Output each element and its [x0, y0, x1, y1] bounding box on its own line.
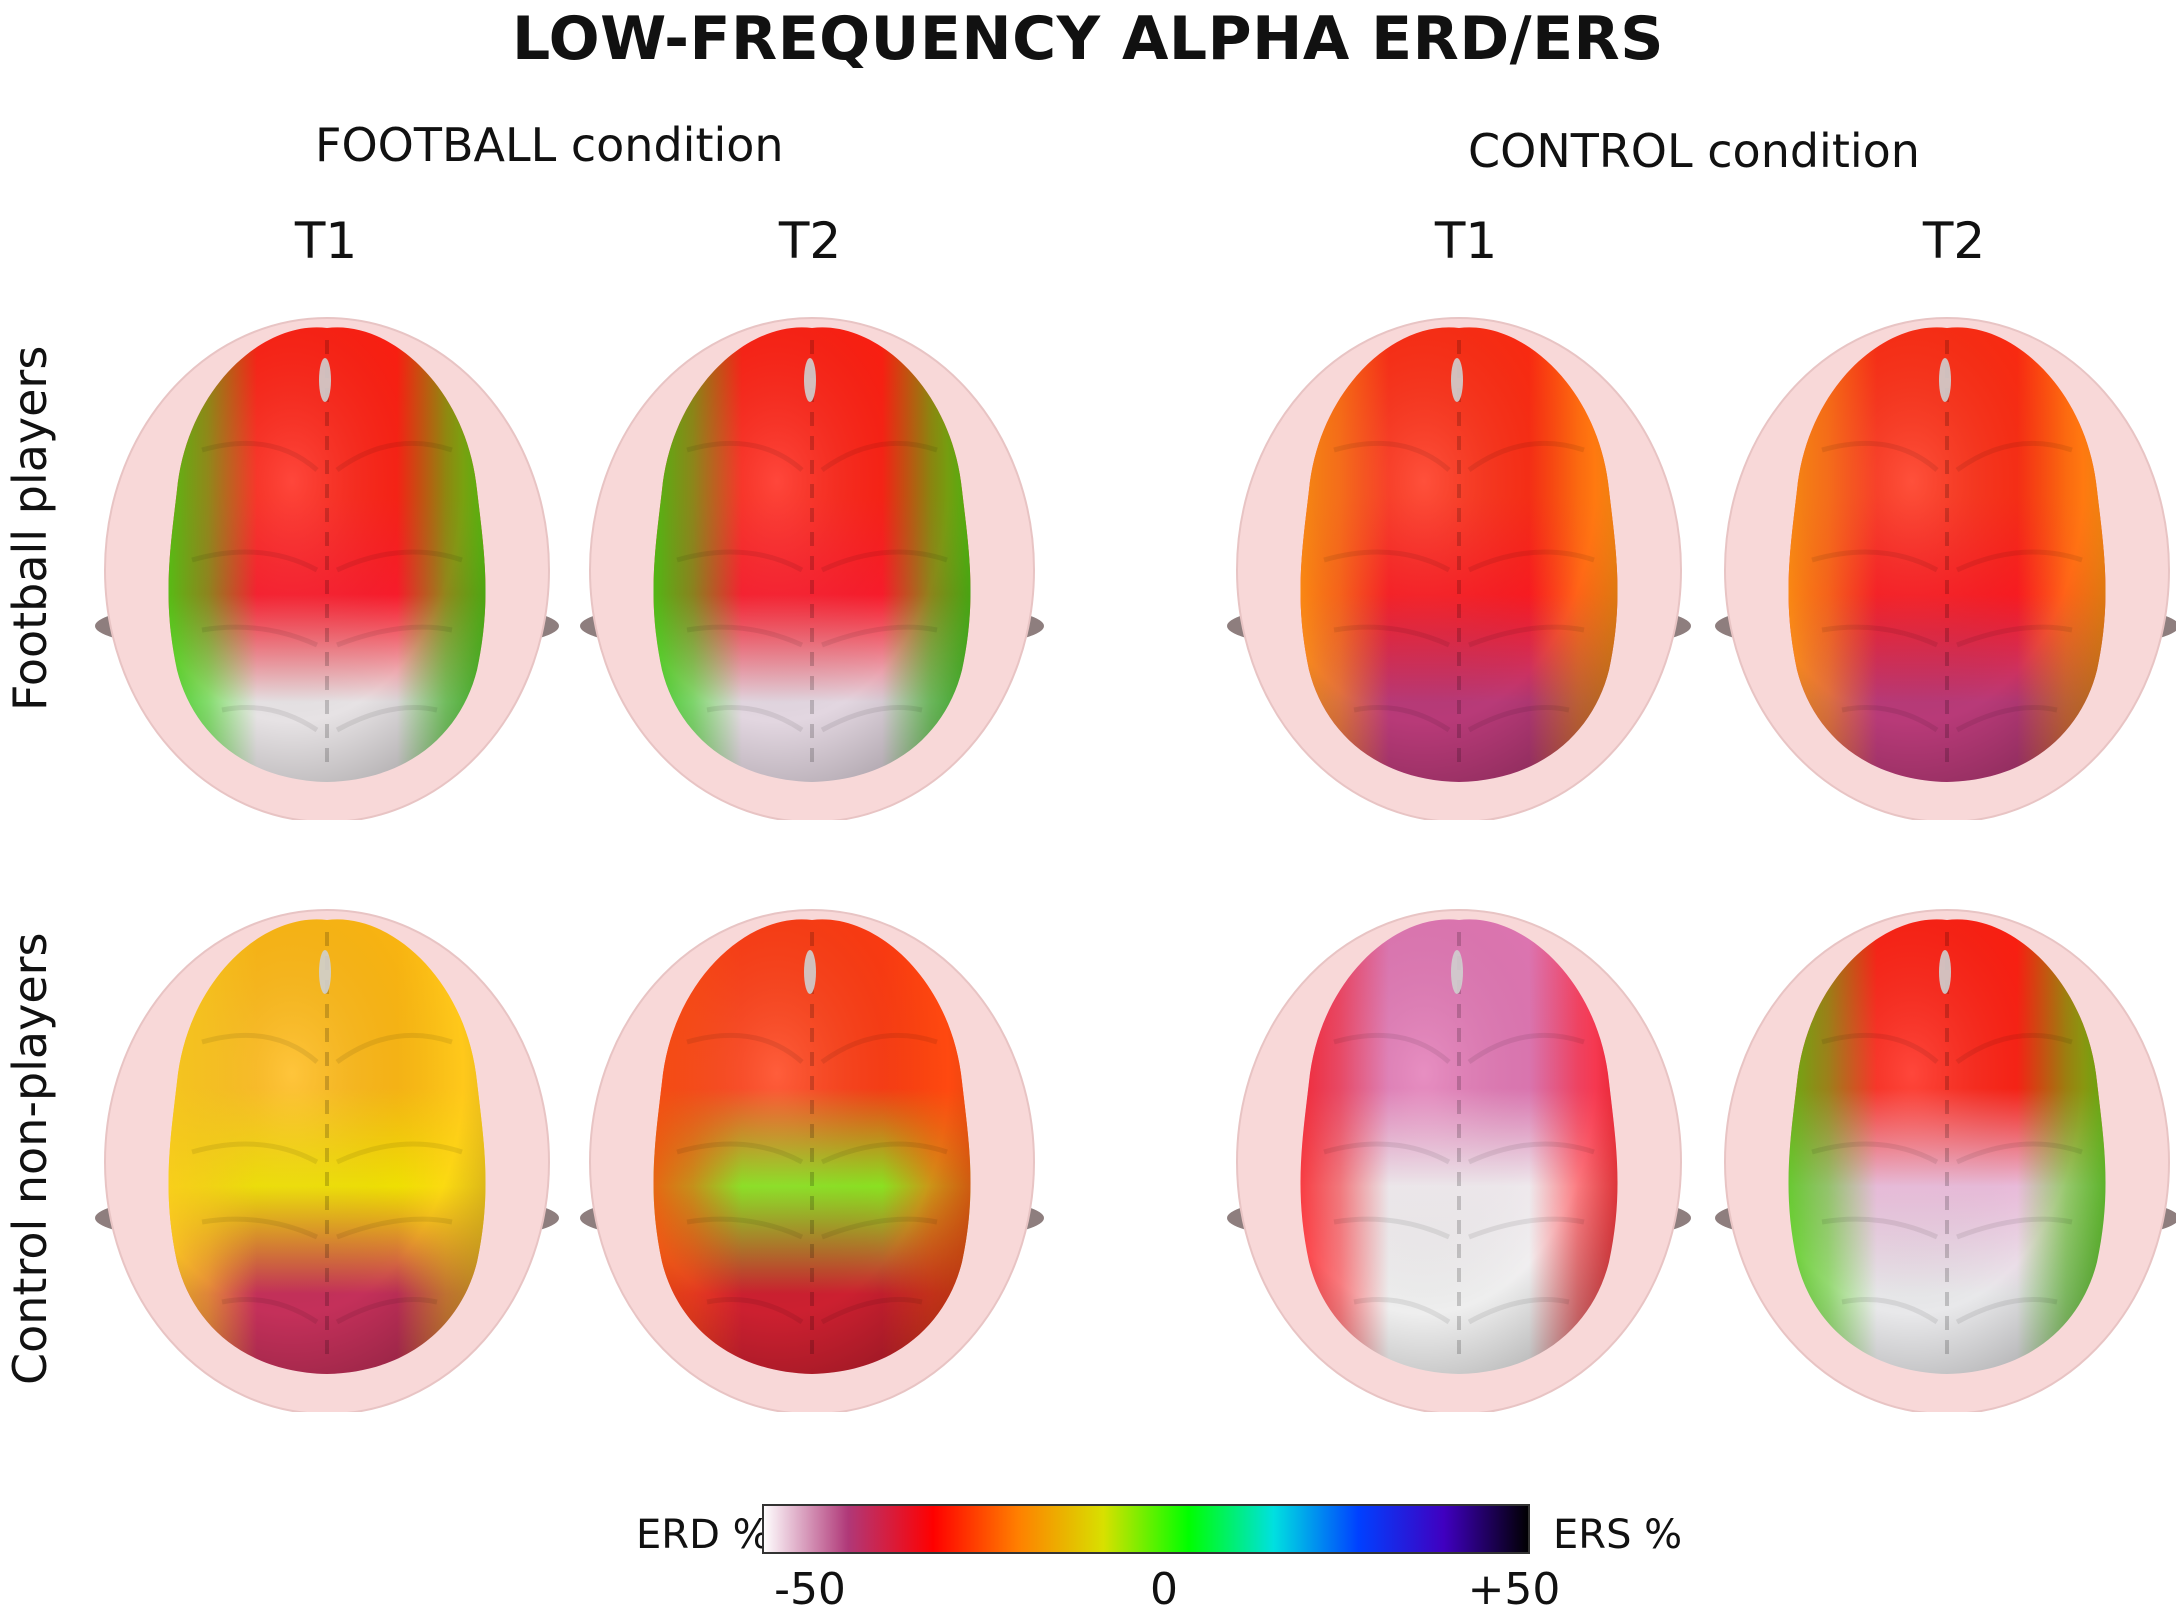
cortex-surface	[168, 327, 486, 782]
colorbar-bar	[762, 1504, 1530, 1554]
figure-title: LOW-FREQUENCY ALPHA ERD/ERS	[512, 4, 1664, 74]
brain-svg	[1227, 909, 1691, 1412]
time-label-football-t2: T2	[778, 212, 842, 270]
row-label-football-players: Football players	[3, 345, 57, 711]
cortex-surface	[653, 919, 971, 1374]
brain-svg	[580, 317, 1044, 820]
time-label-control-t1: T1	[1434, 212, 1498, 270]
colorbar-tick-max: +50	[1467, 1564, 1561, 1615]
cortex-surface	[653, 327, 971, 782]
brain-map-football-players-football-t1	[92, 300, 562, 820]
brain-map-football-players-control-t2	[1712, 300, 2176, 820]
brain-map-control-non-players-control-t2	[1712, 892, 2176, 1412]
colorbar	[762, 1504, 1530, 1554]
brain-svg	[95, 909, 559, 1412]
brain-map-control-non-players-football-t2	[577, 892, 1047, 1412]
brain-svg	[1715, 317, 2176, 820]
cortex-surface	[1788, 327, 2106, 782]
condition-label-control: CONTROL condition	[1468, 124, 1920, 178]
cortex-surface	[1300, 327, 1618, 782]
colorbar-right-label: ERS %	[1553, 1512, 1683, 1558]
brain-svg	[1715, 909, 2176, 1412]
brain-svg	[1227, 317, 1691, 820]
colorbar-left-label: ERD %	[636, 1512, 771, 1558]
brain-map-control-non-players-control-t1	[1224, 892, 1694, 1412]
cortex-surface	[1788, 919, 2106, 1374]
time-label-control-t2: T2	[1922, 212, 1986, 270]
time-label-football-t1: T1	[294, 212, 358, 270]
brain-map-football-players-control-t1	[1224, 300, 1694, 820]
colorbar-tick-zero: 0	[1150, 1564, 1178, 1615]
row-label-control-non-players: Control non-players	[3, 932, 57, 1385]
colorbar-tick-min: -50	[774, 1564, 846, 1615]
brain-svg	[95, 317, 559, 820]
cortex-surface	[168, 919, 486, 1374]
condition-label-football: FOOTBALL condition	[315, 118, 784, 172]
cortex-surface	[1300, 919, 1618, 1374]
brain-map-football-players-football-t2	[577, 300, 1047, 820]
brain-map-control-non-players-football-t1	[92, 892, 562, 1412]
brain-svg	[580, 909, 1044, 1412]
